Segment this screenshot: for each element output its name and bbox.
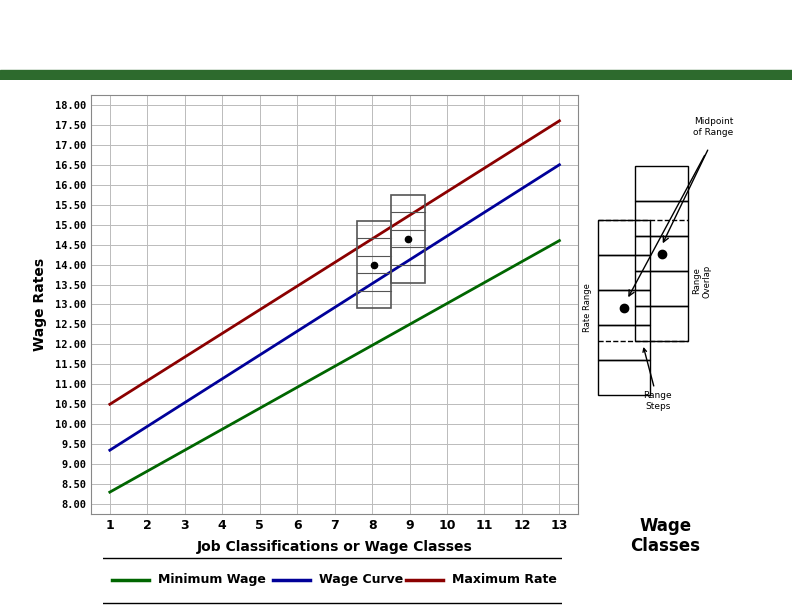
Bar [635, 272, 687, 307]
Text: Rate Range: Rate Range [583, 283, 592, 332]
Bar [598, 360, 650, 395]
Bar [635, 236, 687, 272]
Text: Wage
Classes: Wage Classes [630, 517, 700, 555]
Bar [635, 201, 687, 236]
Text: Minimum Wage: Minimum Wage [158, 573, 266, 586]
Text: Maximum Rate: Maximum Rate [452, 573, 557, 586]
Bar [598, 255, 650, 290]
Bar [0, 70, 792, 80]
X-axis label: Job Classifications or Wage Classes: Job Classifications or Wage Classes [196, 540, 473, 554]
Bar [598, 220, 650, 255]
Y-axis label: Wage Rates: Wage Rates [32, 258, 47, 351]
Text: Range
Overlap: Range Overlap [691, 264, 711, 297]
Bar [357, 220, 390, 308]
Bar [598, 326, 650, 360]
Bar [390, 195, 425, 283]
Text: Components of the Wage Structure: Components of the Wage Structure [69, 16, 676, 45]
Text: Midpoint
of Range: Midpoint of Range [693, 118, 733, 137]
Text: Wage Curve: Wage Curve [319, 573, 403, 586]
Bar [598, 290, 650, 326]
Bar [635, 166, 687, 201]
Text: Range
Steps: Range Steps [643, 348, 672, 411]
Bar [635, 307, 687, 341]
